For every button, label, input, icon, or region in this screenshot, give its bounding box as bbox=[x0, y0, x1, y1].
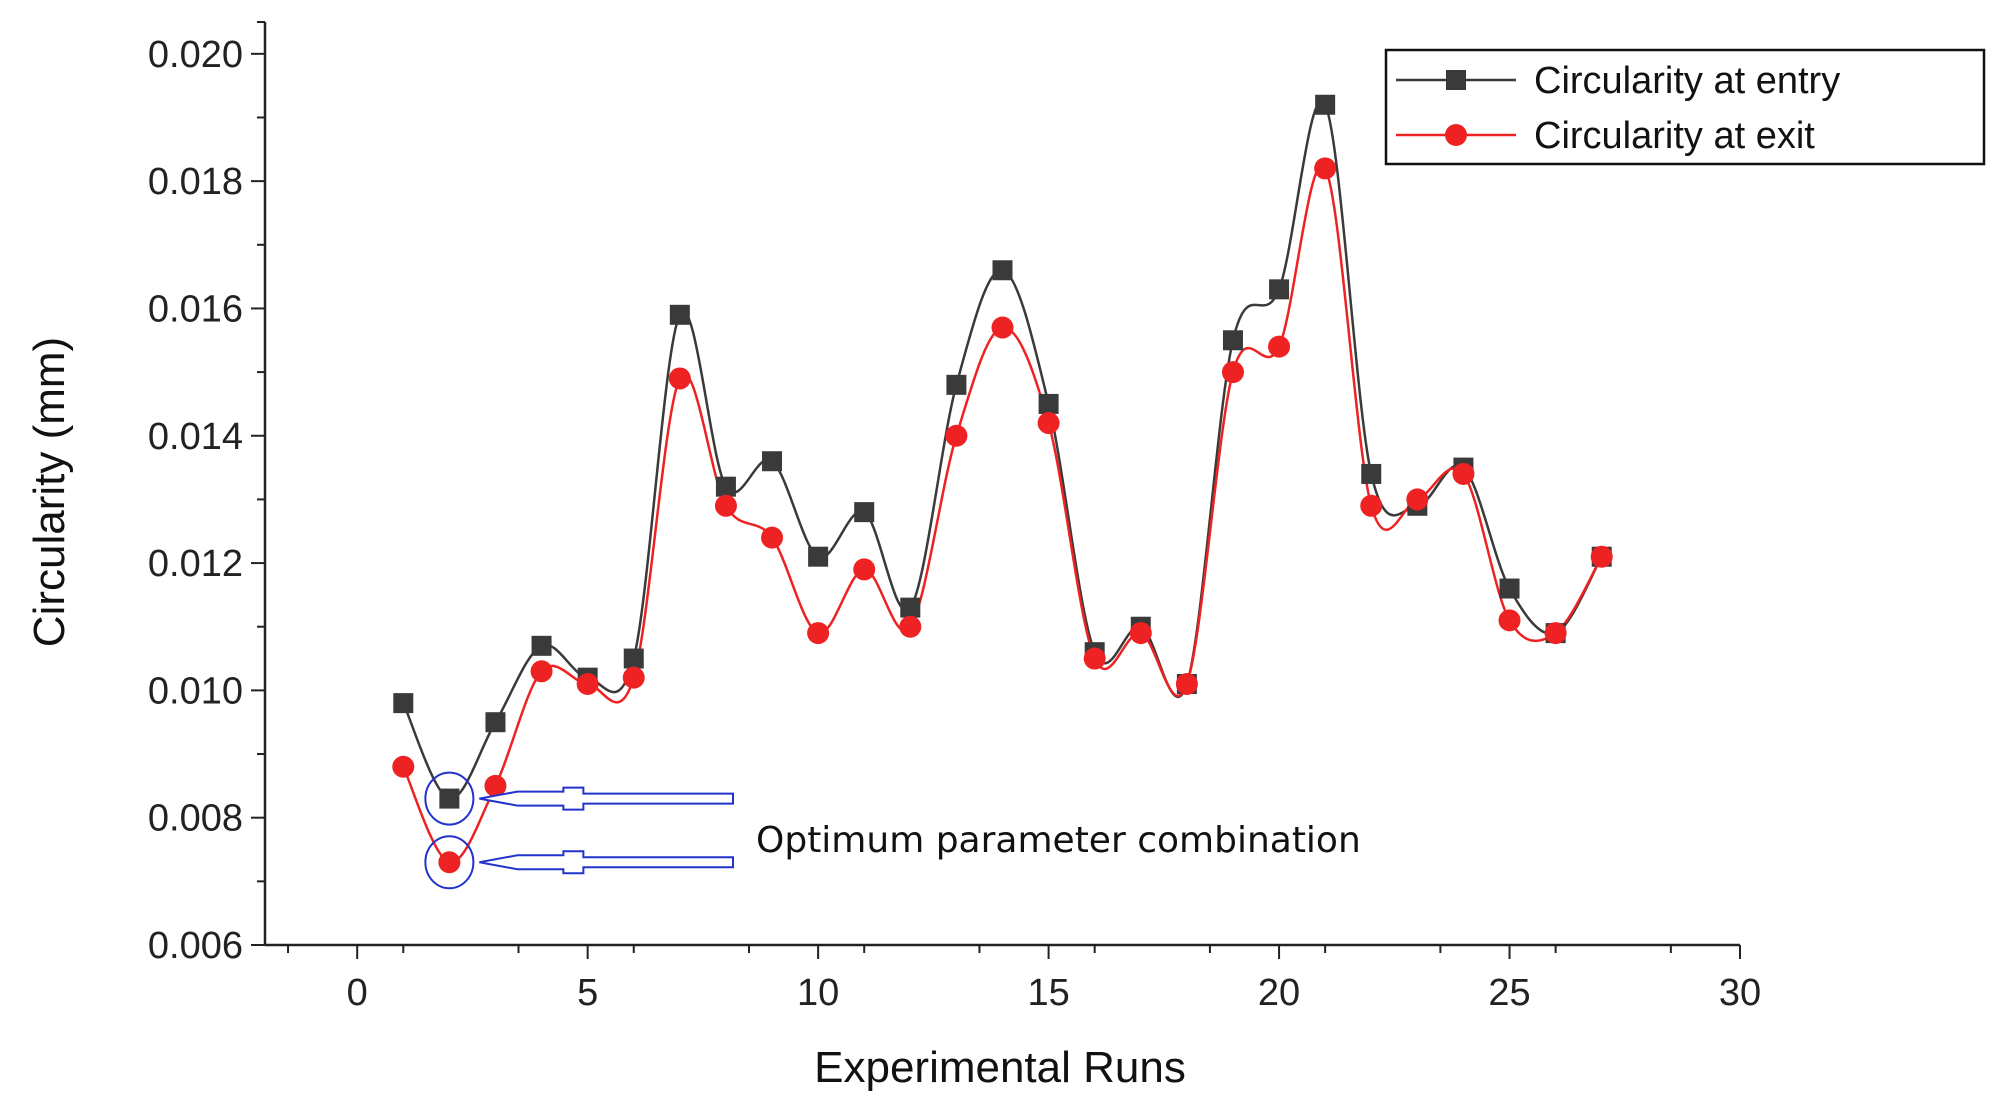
data-point-exit bbox=[853, 558, 876, 581]
data-point-exit bbox=[807, 622, 830, 645]
legend-label: Circularity at entry bbox=[1534, 60, 1840, 102]
legend: Circularity at entry Circularity at exit bbox=[1384, 48, 1986, 166]
data-point-exit bbox=[1544, 622, 1567, 645]
y-tick-label: 0.020 bbox=[148, 34, 243, 76]
x-axis-ticks: 0 5 10 15 20 25 30 bbox=[287, 945, 1761, 1014]
x-axis-title: Experimental Runs bbox=[814, 1043, 1186, 1092]
data-point-entry bbox=[1361, 463, 1382, 484]
data-point-entry bbox=[1038, 393, 1059, 414]
y-tick-label: 0.016 bbox=[148, 288, 243, 330]
y-tick-label: 0.012 bbox=[148, 543, 243, 585]
data-point-entry bbox=[485, 712, 506, 733]
data-point-exit bbox=[1221, 361, 1244, 384]
legend-box bbox=[1384, 48, 1986, 166]
data-point-exit bbox=[1590, 545, 1613, 568]
y-axis-title: Circularity (mm) bbox=[25, 337, 74, 647]
y-tick-label: 0.008 bbox=[148, 798, 243, 840]
data-point-entry bbox=[1315, 94, 1336, 115]
data-point-exit bbox=[1360, 494, 1383, 517]
data-point-exit bbox=[1129, 622, 1152, 645]
data-point-entry bbox=[1499, 578, 1520, 599]
data-point-entry bbox=[854, 502, 875, 523]
data-point-exit bbox=[392, 755, 415, 778]
data-point-exit bbox=[1498, 609, 1521, 632]
data-point-exit bbox=[1175, 673, 1198, 696]
data-point-entry bbox=[715, 476, 736, 497]
data-point-exit bbox=[668, 367, 691, 390]
data-point-entry bbox=[623, 648, 644, 669]
x-tick-label: 25 bbox=[1488, 972, 1530, 1014]
legend-marker bbox=[1445, 124, 1467, 146]
data-point-exit bbox=[1268, 335, 1291, 358]
highlight-circle bbox=[424, 771, 475, 826]
x-tick-label: 15 bbox=[1027, 972, 1069, 1014]
legend-label: Circularity at exit bbox=[1534, 115, 1815, 157]
data-point-exit bbox=[945, 424, 968, 447]
annotation-text: Optimum parameter combination bbox=[756, 820, 1361, 861]
data-point-entry bbox=[992, 260, 1013, 281]
series-line-entry bbox=[402, 100, 1603, 800]
data-point-exit bbox=[1037, 412, 1060, 435]
data-point-exit bbox=[714, 494, 737, 517]
x-tick-label: 10 bbox=[797, 972, 839, 1014]
data-point-entry bbox=[669, 304, 690, 325]
y-tick-label: 0.014 bbox=[148, 416, 243, 458]
x-tick-label: 30 bbox=[1719, 972, 1761, 1014]
data-point-exit bbox=[530, 660, 553, 683]
data-point-exit bbox=[1083, 647, 1106, 670]
data-point-entry bbox=[1222, 330, 1243, 351]
data-point-exit bbox=[761, 526, 784, 549]
y-tick-label: 0.018 bbox=[148, 161, 243, 203]
data-point-exit bbox=[1406, 488, 1429, 511]
data-point-entry bbox=[808, 546, 829, 567]
highlight-circle bbox=[424, 835, 475, 890]
data-point-entry bbox=[393, 693, 414, 714]
y-tick-label: 0.006 bbox=[148, 925, 243, 967]
data-point-entry bbox=[531, 635, 552, 656]
data-point-exit bbox=[899, 615, 922, 638]
x-tick-label: 5 bbox=[577, 972, 598, 1014]
data-point-exit bbox=[438, 851, 461, 874]
data-point-exit bbox=[991, 316, 1014, 339]
annotation-arrow bbox=[479, 786, 734, 811]
x-tick-label: 20 bbox=[1258, 972, 1300, 1014]
data-point-entry bbox=[1269, 279, 1290, 300]
x-tick-label: 0 bbox=[347, 972, 368, 1014]
data-point-exit bbox=[1314, 157, 1337, 180]
data-point-entry bbox=[762, 451, 783, 472]
data-point-exit bbox=[576, 673, 599, 696]
data-point-exit bbox=[1452, 462, 1475, 485]
legend-marker bbox=[1446, 70, 1466, 90]
data-point-entry bbox=[946, 374, 967, 395]
y-axis-ticks: 0.006 0.008 0.010 0.012 0.014 0.016 0.018 0.020 bbox=[148, 21, 265, 967]
data-point-exit bbox=[484, 774, 507, 797]
y-tick-label: 0.010 bbox=[148, 670, 243, 712]
data-point-entry bbox=[900, 597, 921, 618]
annotation: Optimum parameter combination bbox=[424, 771, 1361, 890]
data-point-entry bbox=[439, 788, 460, 809]
series-layer bbox=[392, 94, 1613, 874]
annotation-arrow bbox=[479, 850, 734, 875]
data-point-exit bbox=[622, 666, 645, 689]
